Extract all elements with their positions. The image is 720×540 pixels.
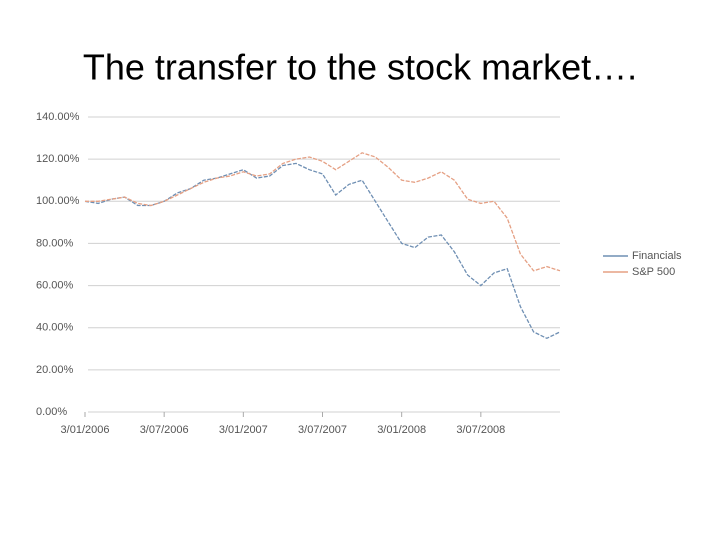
y-tick-label: 20.00%: [36, 364, 74, 376]
slide-title: The transfer to the stock market….: [83, 47, 637, 88]
y-tick-label: 0.00%: [36, 406, 67, 418]
series-line: [84, 162, 561, 340]
y-tick-label: 140.00%: [36, 111, 80, 123]
x-tick-label: 3/01/2006: [61, 424, 110, 436]
y-tick-label: 40.00%: [36, 322, 74, 334]
x-tick-label: 3/07/2008: [456, 424, 505, 436]
x-tick-label: 3/01/2008: [377, 424, 426, 436]
legend-label: Financials: [632, 250, 682, 262]
legend-label: S&P 500: [632, 266, 675, 278]
x-tick-label: 3/07/2007: [298, 424, 347, 436]
x-tick-label: 3/01/2007: [219, 424, 268, 436]
y-tick-label: 80.00%: [36, 237, 74, 249]
x-tick-label: 3/07/2006: [140, 424, 189, 436]
y-tick-label: 120.00%: [36, 153, 80, 165]
series-line: [85, 152, 561, 272]
y-tick-label: 60.00%: [36, 279, 74, 291]
y-tick-label: 100.00%: [36, 195, 80, 207]
